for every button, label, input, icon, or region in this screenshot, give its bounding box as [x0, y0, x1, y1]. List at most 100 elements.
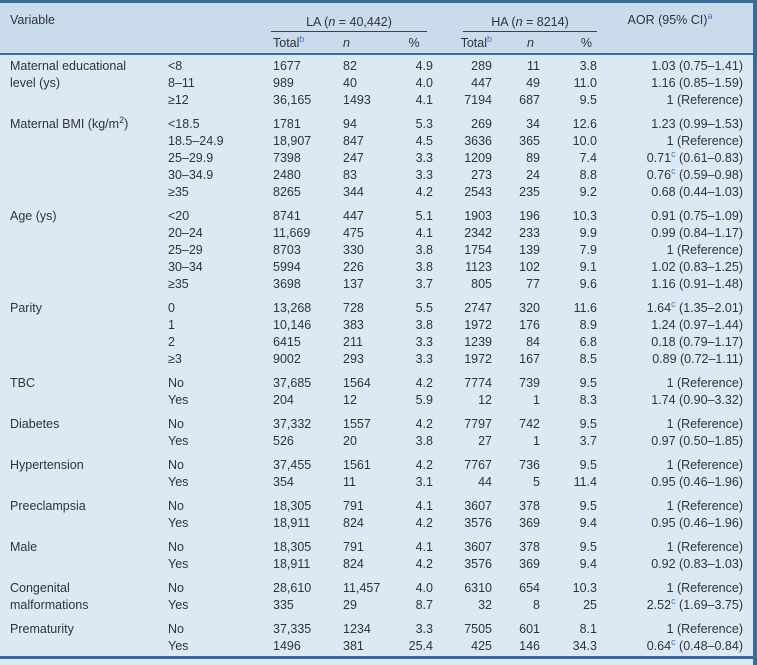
category-value: No [168, 417, 184, 431]
ha-n-value: 1 [533, 434, 540, 448]
ha-n-value: 89 [526, 151, 540, 165]
aor-value: 1 (Reference) [666, 93, 743, 107]
table-top-rule [0, 0, 757, 3]
category-value: 1 [168, 318, 175, 332]
la-n-value: 11 [343, 475, 356, 489]
ha-total-value: 3607 [464, 540, 492, 554]
la-pct-value: 4.1 [415, 226, 433, 240]
la-n-value: 137 [343, 277, 364, 291]
ha-total-value: 1972 [464, 352, 492, 366]
ha-pct-value: 9.5 [579, 376, 597, 390]
aor-value: 0.92 (0.83–1.03) [651, 557, 743, 571]
la-total-value: 335 [273, 598, 294, 612]
la-pct-value: 3.3 [415, 151, 433, 165]
la-n-value: 1561 [343, 458, 371, 472]
aor-value: 1.02 (0.83–1.25) [651, 260, 743, 274]
ha-pct-value: 25 [583, 598, 597, 612]
la-n-value: 11,457 [343, 581, 381, 595]
ha-n-value: 235 [519, 185, 540, 199]
la-total-value: 6415 [273, 335, 301, 349]
la-total-value: 36,165 [273, 93, 312, 107]
ha-n-value: 739 [519, 376, 540, 390]
la-pct-value: 3.3 [415, 622, 433, 636]
ha-pct-value: 9.6 [579, 277, 597, 291]
variable-group: TBC No 37,685 1564 4.2 7774 739 9.5 1 (Reference… [10, 375, 743, 409]
aor-value: 0.71c (0.61–0.83) [646, 148, 743, 165]
la-pct-value: 5.5 [415, 301, 433, 315]
la-total-value: 1496 [273, 639, 301, 653]
category-value: No [168, 540, 184, 554]
aor-value: 1.16 (0.91–1.48) [651, 277, 743, 291]
column-header-aor: AOR (95% CI)a [627, 10, 713, 27]
category-value: 30–34 [168, 260, 203, 274]
variable-group: Parity 0 13,268 728 5.5 2747 320 11.6 1.64c (1.3… [10, 299, 743, 368]
la-pct-value: 3.8 [415, 260, 433, 274]
aor-value: 1.74 (0.90–3.32) [651, 393, 743, 407]
ha-total-value: 12 [478, 393, 492, 407]
variable-group: Male No 18,305 791 4.1 3607 378 9.5 1 (Reference… [10, 539, 743, 573]
table-header-subcolumn-row: Totalb n % Totalb n % [10, 32, 743, 53]
ha-pct-value: 3.8 [579, 59, 597, 73]
ha-pct-value: 9.5 [579, 93, 597, 107]
aor-value: 0.89 (0.72–1.11) [652, 352, 743, 366]
ha-total-value: 7767 [464, 458, 492, 472]
ha-n-value: 365 [519, 134, 540, 148]
la-n-value: 824 [343, 516, 364, 530]
aor-value: 1.23 (0.99–1.53) [651, 117, 743, 131]
aor-value: 1 (Reference) [666, 581, 743, 595]
variable-group: Preeclampsia No 18,305 791 4.1 3607 378 9.5 1 (R… [10, 498, 743, 532]
column-header-ha-n: n [527, 35, 534, 50]
category-value: 20–24 [168, 226, 203, 240]
ha-total-value: 269 [471, 117, 492, 131]
ha-pct-value: 8.9 [579, 318, 597, 332]
la-total-value: 989 [273, 76, 294, 90]
la-pct-value: 4.2 [415, 557, 433, 571]
ha-total-value: 7774 [464, 376, 492, 390]
la-n-value: 83 [343, 168, 357, 182]
ha-pct-value: 7.4 [579, 151, 597, 165]
category-value: <20 [168, 209, 190, 223]
ha-total-value: 3607 [464, 499, 492, 513]
category-value: Yes [168, 557, 189, 571]
column-header-ha-total: Totalb [460, 33, 492, 50]
la-pct-value: 5.9 [415, 393, 433, 407]
ha-pct-value: 8.8 [579, 168, 597, 182]
la-n-value: 791 [343, 499, 364, 513]
la-total-value: 526 [273, 434, 294, 448]
la-pct-value: 5.1 [415, 209, 433, 223]
aor-value: 0.64c (0.48–0.84) [646, 636, 743, 653]
ha-total-value: 7505 [464, 622, 492, 636]
variable-name: Age (ys) [10, 209, 57, 223]
la-total-value: 18,911 [273, 516, 311, 530]
column-header-la-total: Totalb [273, 33, 305, 50]
la-pct-value: 3.8 [415, 434, 433, 448]
la-total-value: 3698 [273, 277, 301, 291]
la-n-value: 475 [343, 226, 364, 240]
ha-total-value: 1239 [464, 335, 492, 349]
aor-value: 0.68 (0.44–1.03) [651, 185, 743, 199]
la-total-value: 11,669 [273, 226, 311, 240]
la-n-value: 447 [343, 209, 364, 223]
ha-total-value: 273 [471, 168, 492, 182]
category-value: 18.5–24.9 [168, 134, 224, 148]
la-total-value: 18,911 [273, 557, 311, 571]
ha-total-value: 2543 [464, 185, 492, 199]
ha-pct-value: 8.1 [579, 622, 597, 636]
category-value: No [168, 581, 184, 595]
aor-value: 0.95 (0.46–1.96) [651, 516, 743, 530]
category-value: ≥12 [168, 93, 189, 107]
category-value: Yes [168, 598, 189, 612]
ha-n-value: 369 [519, 557, 540, 571]
ha-n-value: 742 [519, 417, 540, 431]
la-pct-value: 4.1 [415, 540, 433, 554]
ha-total-value: 289 [471, 59, 492, 73]
la-pct-value: 4.2 [415, 376, 433, 390]
la-n-value: 1564 [343, 376, 371, 390]
la-total-value: 37,685 [273, 376, 312, 390]
ha-total-value: 7194 [464, 93, 492, 107]
ha-n-value: 102 [519, 260, 540, 274]
la-n-value: 12 [343, 393, 357, 407]
aor-value: 1 (Reference) [666, 243, 743, 257]
category-value: Yes [168, 516, 189, 530]
